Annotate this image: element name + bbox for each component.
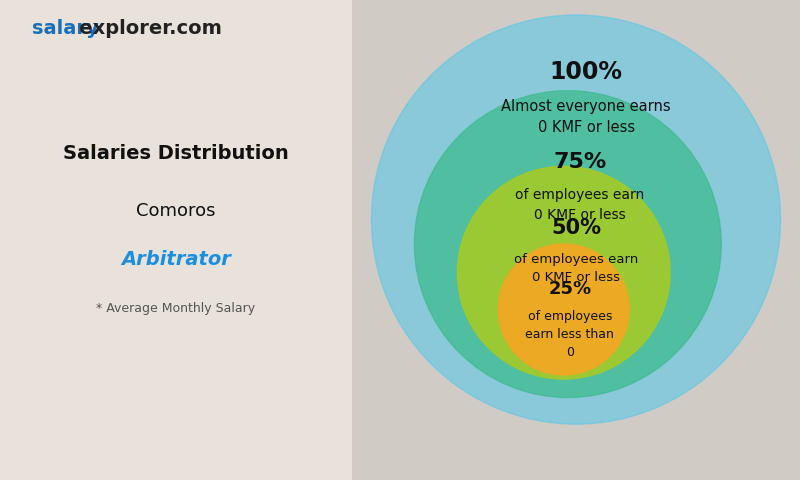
Text: of employees
earn less than
0: of employees earn less than 0 [526,310,614,359]
Text: Comoros: Comoros [136,202,216,220]
Text: explorer.com: explorer.com [32,19,222,38]
Text: Almost everyone earns
0 KMF or less: Almost everyone earns 0 KMF or less [502,99,671,135]
Text: Salaries Distribution: Salaries Distribution [63,144,289,163]
FancyBboxPatch shape [0,0,352,480]
Text: 50%: 50% [551,218,601,238]
Text: salary: salary [32,19,98,38]
Circle shape [371,15,781,424]
Text: of employees earn
0 KMF or less: of employees earn 0 KMF or less [514,253,638,284]
FancyBboxPatch shape [352,0,800,480]
Text: of employees earn
0 KMF or less: of employees earn 0 KMF or less [515,189,645,222]
Circle shape [414,91,722,397]
Text: 75%: 75% [554,152,606,172]
Circle shape [498,244,629,375]
Text: Arbitrator: Arbitrator [121,250,231,269]
Text: 100%: 100% [550,60,622,84]
Circle shape [458,167,670,379]
Text: 25%: 25% [548,280,591,298]
Text: * Average Monthly Salary: * Average Monthly Salary [97,302,255,315]
